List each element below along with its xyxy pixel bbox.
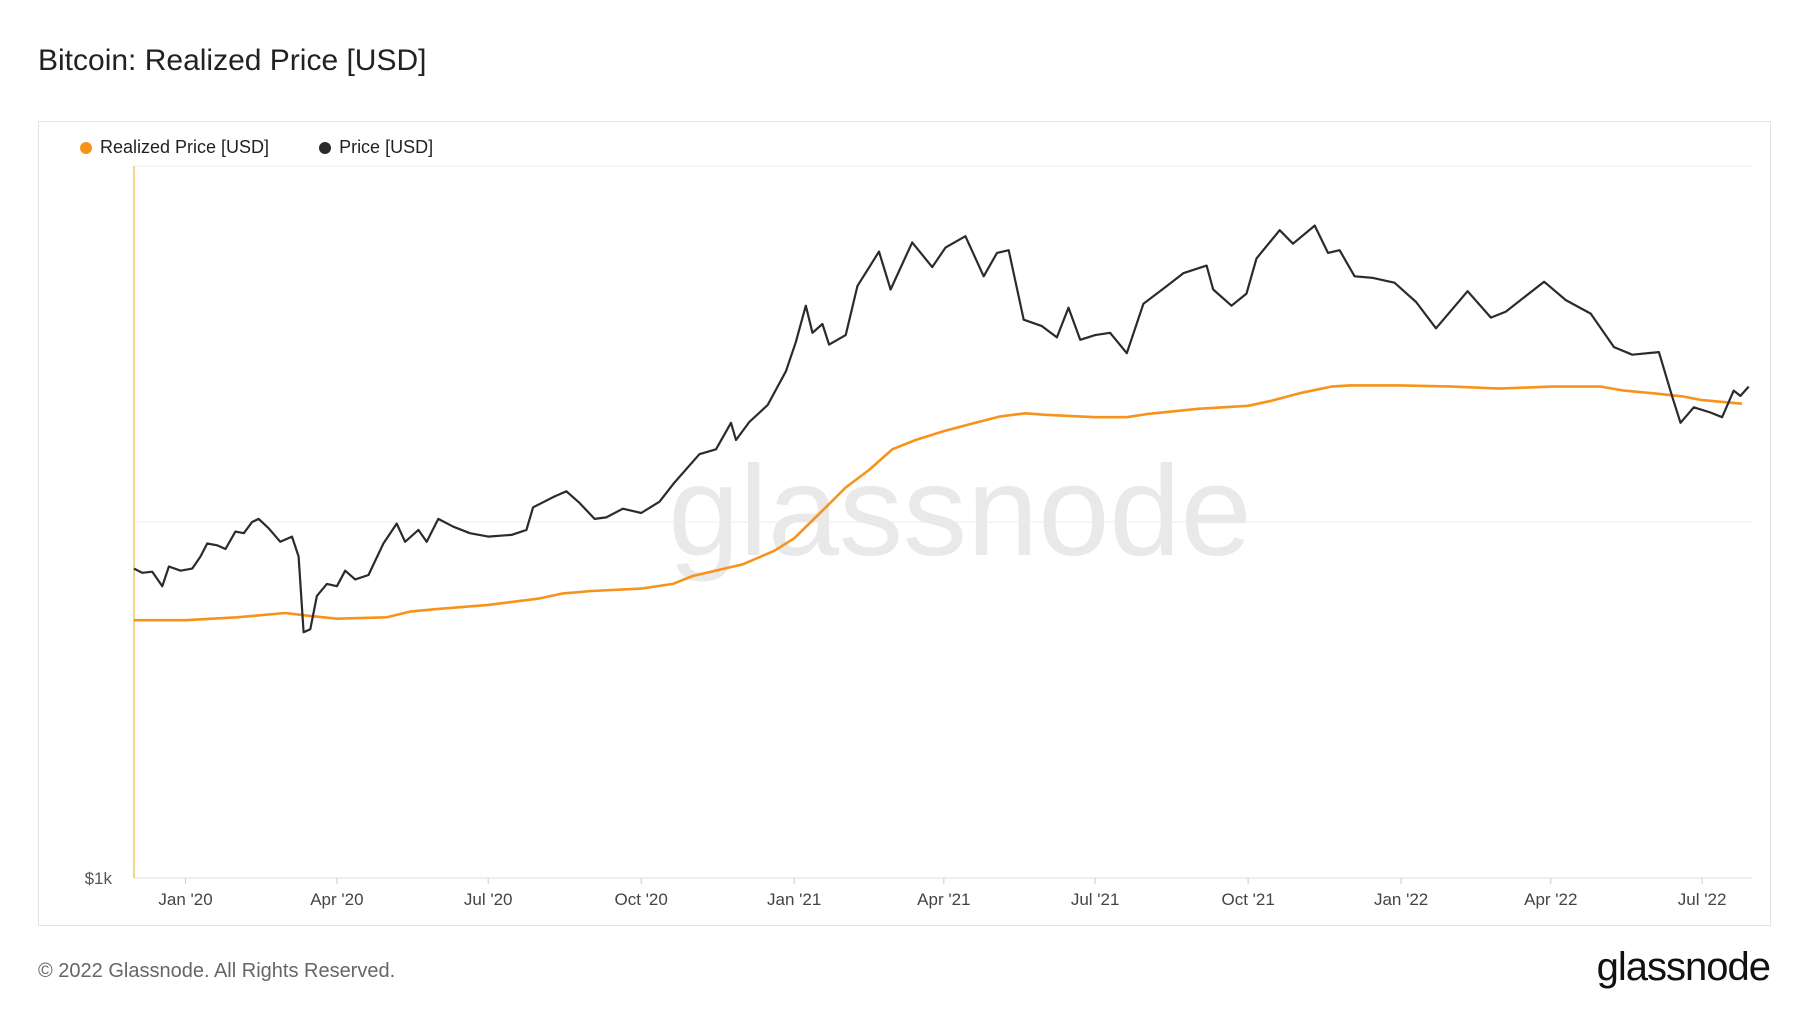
- legend-dot-price: [319, 141, 332, 154]
- x-tick-label: Jan '20: [158, 890, 212, 909]
- x-tick-label: Jan '21: [767, 890, 821, 909]
- glassnode-logo: glassnode: [1596, 945, 1771, 989]
- series-price-line: [133, 224, 1750, 634]
- legend-item-realized-price[interactable]: Realized Price [USD]: [80, 137, 269, 158]
- grid-layer: [134, 165, 1752, 523]
- x-tick-label: Jul '20: [464, 890, 513, 909]
- x-tick-label: Apr '22: [1524, 890, 1577, 909]
- chart-frame: [38, 121, 1771, 926]
- x-tick-label: Oct '20: [615, 890, 668, 909]
- x-tick-label: Jul '21: [1071, 890, 1120, 909]
- x-tick-label: Jul '22: [1678, 890, 1727, 909]
- legend-item-price[interactable]: Price [USD]: [319, 137, 433, 158]
- legend-label-price: Price [USD]: [339, 137, 434, 157]
- series-layer: [133, 224, 1750, 634]
- copyright: © 2022 Glassnode. All Rights Reserved.: [38, 960, 396, 982]
- axis-layer: $1k Jan '20 Apr '20 Jul '20 Oct '20 Jan '21 Ap…: [85, 166, 1752, 909]
- x-tick-label: Apr '21: [917, 890, 970, 909]
- legend: Realized Price [USD] Price [USD]: [80, 137, 433, 158]
- series-realized-price-line: [134, 384, 1743, 622]
- watermark: glassnode: [668, 440, 1252, 583]
- x-tick-label: Apr '20: [310, 890, 363, 909]
- legend-label-realized: Realized Price [USD]: [100, 137, 270, 157]
- x-tick-label: Jan '22: [1374, 890, 1428, 909]
- y-tick-label: $1k: [85, 869, 113, 888]
- x-tick-label: Oct '21: [1221, 890, 1274, 909]
- legend-dot-realized: [80, 141, 92, 154]
- chart-title: Bitcoin: Realized Price [USD]: [38, 44, 427, 77]
